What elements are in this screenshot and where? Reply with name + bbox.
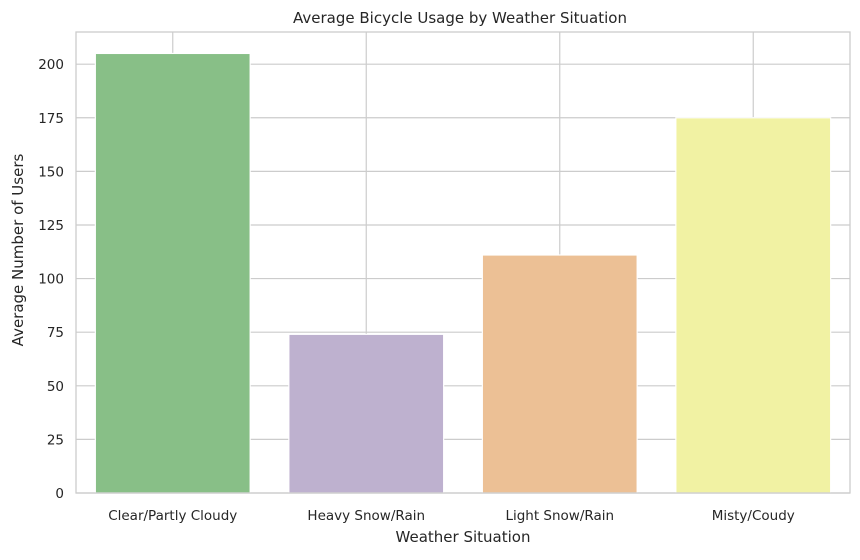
bars <box>94 52 832 494</box>
y-tick-label: 125 <box>38 218 64 234</box>
y-tick-label: 175 <box>38 111 64 127</box>
bar <box>288 333 445 494</box>
y-tick-label: 75 <box>47 325 64 341</box>
bar <box>481 254 638 494</box>
y-tick-label: 0 <box>55 486 64 502</box>
plot-frame <box>75 31 851 494</box>
y-tick-label: 25 <box>47 432 64 448</box>
bar <box>94 52 251 494</box>
y-tick-label: 150 <box>38 164 64 180</box>
plot-border <box>75 31 851 494</box>
y-axis-label: Average Number of Users <box>9 154 27 347</box>
chart-title: Average Bicycle Usage by Weather Situati… <box>293 9 627 27</box>
x-tick-label: Heavy Snow/Rain <box>307 508 425 524</box>
y-tick-label: 100 <box>38 272 64 288</box>
y-tick-label: 200 <box>38 57 64 73</box>
y-tick-label: 50 <box>47 379 64 395</box>
bar <box>675 117 832 494</box>
x-tick-label: Misty/Coudy <box>712 508 795 524</box>
x-tick-label: Clear/Partly Cloudy <box>108 508 237 524</box>
x-tick-label: Light Snow/Rain <box>505 508 614 524</box>
x-axis-label: Weather Situation <box>396 528 531 546</box>
tick-labels: 0 25 50 75 100 125 150 175 200 Clear/Partly Cloud… <box>38 57 795 524</box>
